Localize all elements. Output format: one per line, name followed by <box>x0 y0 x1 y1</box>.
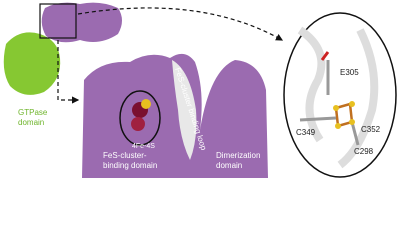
residue-label: C352 <box>361 125 381 134</box>
backbone <box>297 26 326 143</box>
cluster-circle <box>119 90 161 146</box>
cluster-label: 4Fe-4S <box>132 143 155 150</box>
arrow <box>77 7 284 41</box>
domain-label: FeS-cluster- <box>103 151 147 160</box>
figure: GTPase domain 4Fe-4S FeS-cluster- bindin… <box>3 2 397 178</box>
domain-label: binding domain <box>103 161 157 170</box>
residue-label: C298 <box>354 147 374 156</box>
residue-stick <box>350 121 360 146</box>
residue-label: E305 <box>340 68 359 77</box>
residue-label: C349 <box>296 128 316 137</box>
zoom-box <box>39 3 77 39</box>
arrow <box>57 40 80 104</box>
cluster-atom <box>131 117 145 131</box>
atom <box>349 119 355 125</box>
surface <box>82 53 268 178</box>
gtpase-blob <box>3 32 61 95</box>
cluster-atom <box>141 99 151 109</box>
residue-stick <box>299 116 337 122</box>
atom <box>335 123 341 129</box>
atom <box>349 101 355 107</box>
gtpase-label: domain <box>18 118 44 127</box>
domain-label: domain <box>216 161 242 170</box>
binding-loop-surface <box>172 60 197 160</box>
atom <box>333 105 339 111</box>
backbone <box>337 28 379 169</box>
residue-stick <box>320 51 330 61</box>
gtpase-label: GTPase <box>18 108 48 117</box>
protein-overview <box>41 2 122 43</box>
detail-oval <box>283 12 397 178</box>
domain-label: Dimerization <box>216 151 260 160</box>
